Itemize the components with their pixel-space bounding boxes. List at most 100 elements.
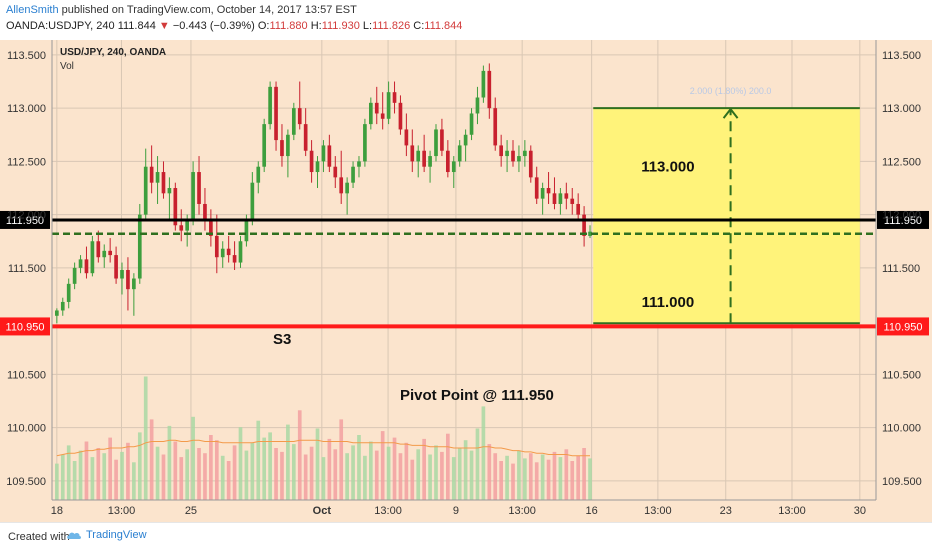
candle-body — [582, 214, 586, 236]
s3-price-tag-right-text: 110.950 — [884, 321, 923, 333]
volume-bar — [280, 451, 284, 500]
candle-body — [143, 166, 148, 215]
pivot-annotation: Pivot Point @ 111.950 — [400, 387, 554, 404]
volume-bar — [72, 461, 77, 500]
volume-bar — [422, 438, 426, 500]
volume-bars — [55, 376, 592, 500]
candle-body — [66, 283, 71, 302]
volume-bar — [440, 451, 444, 500]
candle-body — [363, 124, 367, 162]
x-tick-label: 16 — [586, 505, 598, 517]
volume-bar — [511, 463, 515, 500]
volume-bar — [345, 453, 349, 500]
volume-bar — [434, 445, 438, 500]
volume-bar — [493, 453, 498, 500]
candle-body — [357, 161, 361, 167]
chart-header: AllenSmith published on TradingView.com,… — [0, 0, 932, 40]
volume-bar — [481, 406, 486, 500]
x-tick-label: Oct — [313, 505, 332, 517]
tradingview-link[interactable]: TradingView — [66, 529, 147, 541]
volume-bar — [197, 448, 201, 500]
y-tick-label-right: 113.000 — [882, 103, 921, 115]
volume-bar — [185, 449, 190, 500]
candle-body — [149, 166, 154, 183]
pivot-price-tag-right — [877, 210, 929, 229]
y-tick-label-right: 112.500 — [882, 156, 921, 168]
high-label: H: — [310, 20, 322, 32]
candle-body — [161, 172, 166, 194]
volume-bar — [108, 437, 113, 500]
x-tick-label: 18 — [51, 505, 63, 517]
candle-body — [173, 188, 178, 226]
volume-bar — [232, 445, 237, 500]
volume-bar — [588, 458, 592, 500]
candle-body — [534, 177, 539, 199]
volume-bar — [102, 453, 107, 500]
candle-body — [351, 166, 355, 183]
candle-body — [345, 182, 349, 194]
volume-bar — [416, 449, 421, 500]
volume-bar — [576, 455, 581, 500]
volume-bar — [475, 428, 480, 500]
candle-body — [499, 145, 503, 157]
volume-bar — [528, 453, 533, 500]
candle-body — [303, 124, 308, 151]
volume-bar — [84, 441, 89, 500]
candle-body — [55, 310, 59, 316]
s3-price-tag-left — [0, 317, 50, 336]
candle-body — [321, 145, 326, 162]
volume-label: Vol — [60, 61, 74, 72]
levels: 111.950 111.950 110.950 110.950 — [0, 210, 929, 336]
volume-bar — [126, 442, 130, 500]
candle-body — [588, 231, 592, 236]
tradingview-brand: TradingView — [86, 529, 147, 541]
y-tick-label-right: 110.500 — [882, 369, 921, 381]
x-tick-label: 13:00 — [108, 505, 136, 517]
volume-bar — [469, 450, 474, 500]
candle-body — [451, 161, 456, 173]
axes: 113.500 113.500 113.000 113.000 112.500 112.5… — [6, 40, 922, 517]
open-value: 111.880 — [269, 20, 308, 32]
candle-body — [386, 92, 391, 119]
close-value: 111.844 — [424, 20, 463, 32]
candle-body — [469, 113, 474, 135]
volume-bar — [428, 454, 432, 500]
volume-bar — [339, 419, 344, 500]
x-tick-label: 25 — [185, 505, 197, 517]
target-box[interactable]: 2.000 (1.80%) 200.0 113.000 111.000 — [593, 86, 860, 325]
volume-bar — [143, 376, 148, 500]
y-tick-label-left: 111.500 — [8, 263, 46, 275]
pivot-price-tag-left-text: 111.950 — [6, 215, 44, 227]
candle-body — [60, 301, 65, 311]
candle-body — [570, 198, 575, 204]
volume-bar — [55, 463, 59, 500]
volume-bar — [214, 440, 219, 500]
volume-bar — [60, 454, 65, 500]
candle-body — [564, 193, 569, 199]
candle-body — [511, 150, 515, 162]
volume-bar — [173, 441, 178, 500]
volume-bar — [321, 457, 326, 500]
publish-line: AllenSmith published on TradingView.com,… — [6, 4, 357, 16]
volume-bar — [374, 450, 379, 500]
publish-info: published on TradingView.com, October 14… — [61, 4, 357, 16]
volume-bar — [90, 457, 95, 500]
volume-bar — [487, 444, 492, 500]
candle-body — [546, 188, 551, 194]
candle-body — [120, 270, 124, 279]
candle-body — [440, 129, 444, 151]
author-link[interactable]: AllenSmith — [6, 4, 59, 16]
candle-body — [487, 70, 492, 109]
y-tick-label-left: 113.000 — [7, 103, 46, 115]
volume-bar — [451, 457, 456, 500]
chart-text: USD/JPY, 240, OANDA Vol S3 Pivot Point @… — [60, 47, 554, 404]
x-tick-label: 23 — [720, 505, 732, 517]
y-tick-label-left: 109.500 — [6, 476, 46, 488]
volume-bar — [286, 424, 290, 500]
volume-bar — [191, 416, 195, 500]
candle-body — [197, 172, 201, 204]
chart-canvas[interactable]: 2.000 (1.80%) 200.0 113.000 111.000 111.95… — [0, 40, 932, 522]
y-tick-label-left: 112.500 — [7, 156, 46, 168]
candle-body — [528, 150, 533, 178]
candle-body — [392, 92, 397, 103]
